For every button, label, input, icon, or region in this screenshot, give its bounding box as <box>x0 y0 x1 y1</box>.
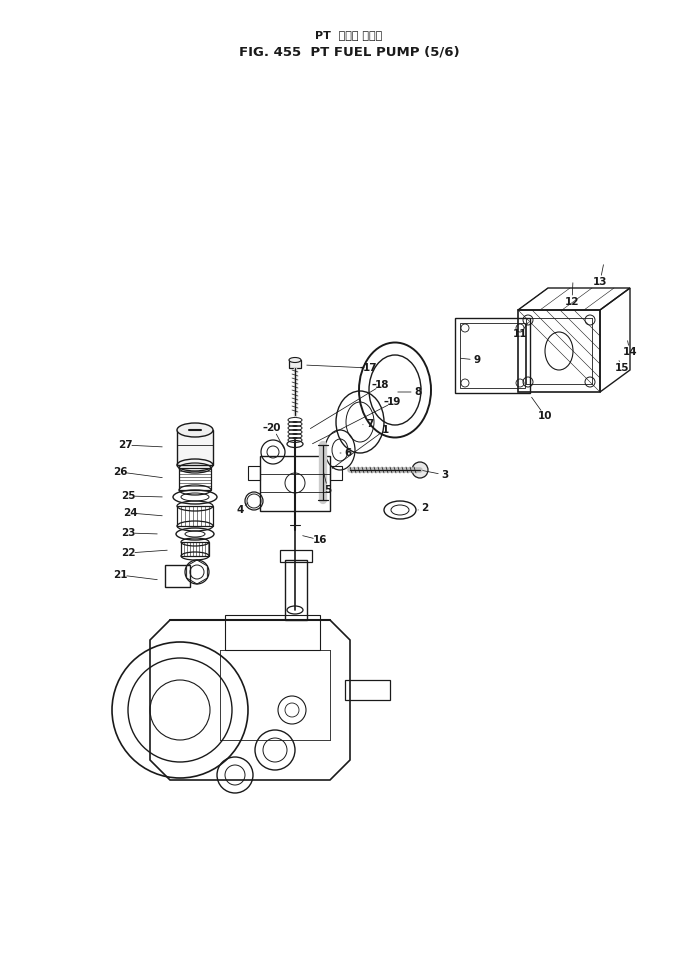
Text: 6: 6 <box>344 448 352 458</box>
Text: 12: 12 <box>565 297 579 307</box>
Text: 14: 14 <box>623 347 637 357</box>
Bar <box>260 456 330 511</box>
Ellipse shape <box>289 357 301 362</box>
Text: 2: 2 <box>422 503 429 513</box>
Text: 11: 11 <box>513 329 527 339</box>
Text: 24: 24 <box>123 508 138 518</box>
Bar <box>177 506 213 526</box>
Text: PT  フェル ポンプ: PT フェル ポンプ <box>315 30 383 40</box>
Text: 10: 10 <box>537 411 552 421</box>
Bar <box>455 318 530 393</box>
Bar <box>280 550 312 562</box>
Text: FIG. 455  PT FUEL PUMP (5/6): FIG. 455 PT FUEL PUMP (5/6) <box>239 46 459 58</box>
Text: –: – <box>359 363 364 373</box>
Text: 3: 3 <box>441 470 449 480</box>
Bar <box>165 565 190 587</box>
Text: 15: 15 <box>615 363 630 373</box>
Text: 7: 7 <box>366 419 373 429</box>
Text: 20: 20 <box>266 423 281 433</box>
Text: 25: 25 <box>121 491 135 501</box>
Bar <box>285 560 307 620</box>
Text: 13: 13 <box>593 277 607 287</box>
Text: –: – <box>262 423 267 433</box>
Bar <box>330 466 342 480</box>
Text: –: – <box>384 397 389 407</box>
Bar <box>289 360 301 368</box>
Text: 5: 5 <box>325 485 332 495</box>
Text: 8: 8 <box>415 387 422 397</box>
Text: 18: 18 <box>375 380 389 390</box>
Text: 16: 16 <box>313 535 327 545</box>
Text: 1: 1 <box>381 425 389 435</box>
Text: 17: 17 <box>363 363 378 373</box>
Circle shape <box>412 462 428 478</box>
Text: –: – <box>371 380 376 390</box>
Ellipse shape <box>177 423 213 437</box>
Bar <box>518 310 600 392</box>
Bar <box>345 680 390 700</box>
Text: 9: 9 <box>473 355 480 365</box>
Bar <box>179 468 211 490</box>
Text: 23: 23 <box>121 528 135 538</box>
Text: 26: 26 <box>113 467 127 477</box>
Text: 19: 19 <box>387 397 401 407</box>
Text: 21: 21 <box>113 570 127 580</box>
Text: 22: 22 <box>121 548 135 558</box>
Bar <box>177 430 213 465</box>
Text: 4: 4 <box>237 505 244 515</box>
Bar <box>460 323 525 388</box>
Text: 27: 27 <box>118 440 133 450</box>
Bar <box>248 466 260 480</box>
Bar <box>181 542 209 556</box>
